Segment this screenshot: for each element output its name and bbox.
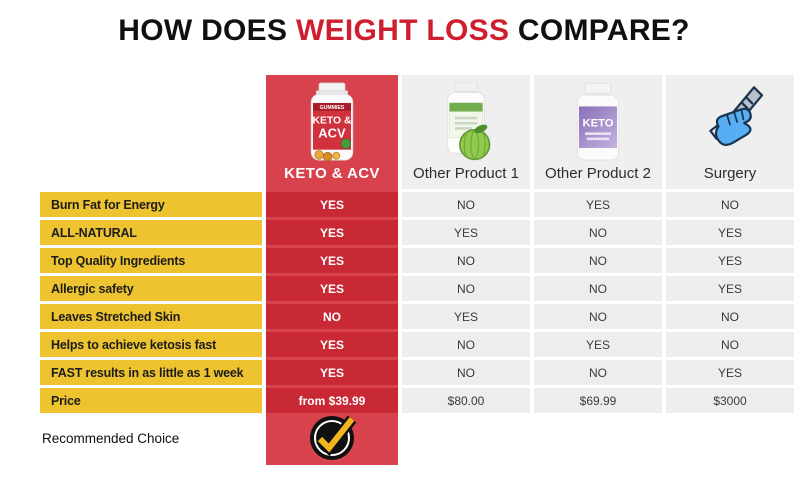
product-name-other-1: Other Product 1 [413, 165, 519, 182]
product-name-surgery: Surgery [703, 165, 757, 182]
value-cell: YES [266, 248, 398, 273]
title-highlight: WEIGHT LOSS [295, 14, 510, 47]
row-label: Burn Fat for Energy [40, 192, 262, 217]
recommended-choice-label: Recommended Choice [42, 431, 180, 446]
row-label: Top Quality Ingredients [40, 248, 262, 273]
title-prefix: HOW DOES [118, 14, 288, 47]
keto-acv-product-image: GUMMIES KETO & ACV [266, 80, 398, 162]
row-label: FAST results in as little as 1 week [40, 360, 262, 385]
value-cell: YES [266, 332, 398, 357]
keto-acv-bottle-icon: GUMMIES KETO & ACV [310, 82, 354, 162]
green-supplement-bottle-icon [447, 82, 491, 161]
recommended-check-icon [306, 411, 358, 463]
value-cell: NO [402, 192, 530, 217]
value-cell: NO [666, 304, 794, 329]
product-name-other-2: Other Product 2 [545, 165, 651, 182]
value-cell: NO [534, 360, 662, 385]
other-product-1-image [402, 80, 530, 162]
row-label: ALL-NATURAL [40, 220, 262, 245]
value-cell: YES [266, 276, 398, 301]
page-title: HOW DOES WEIGHT LOSS COMPARE? [0, 14, 808, 48]
value-cell: NO [666, 192, 794, 217]
value-cell: YES [666, 276, 794, 301]
bottle-keto-text: KETO & [313, 116, 352, 127]
value-cell: NO [534, 304, 662, 329]
other-product-2-image: KETO [534, 80, 662, 162]
value-cell: YES [266, 220, 398, 245]
value-column-other-1: NO YES NO NO YES NO NO $80.00 [402, 192, 530, 413]
purple-keto-bottle-icon: KETO [576, 82, 620, 161]
row-labels-column: Burn Fat for Energy ALL-NATURAL Top Qualit… [40, 192, 262, 413]
value-cell: YES [666, 248, 794, 273]
value-cell: YES [534, 192, 662, 217]
value-cell: $69.99 [534, 388, 662, 413]
row-label: Price [40, 388, 262, 413]
gold-checkmark-icon [310, 415, 357, 460]
bottle-keto2-text: KETO [582, 117, 613, 129]
value-cell: $3000 [666, 388, 794, 413]
value-cell: NO [534, 220, 662, 245]
value-cell: NO [666, 332, 794, 357]
value-cell: YES [266, 360, 398, 385]
value-cell: from $39.99 [266, 388, 398, 413]
value-cell: YES [402, 220, 530, 245]
value-cell: NO [402, 248, 530, 273]
row-label: Helps to achieve ketosis fast [40, 332, 262, 357]
value-cell: NO [402, 332, 530, 357]
value-cell: NO [402, 276, 530, 301]
value-cell: YES [666, 360, 794, 385]
value-cell: YES [534, 332, 662, 357]
value-column-keto-acv: YES YES YES YES NO YES YES from $39.99 [266, 192, 398, 413]
bottle-acv-text: ACV [318, 126, 346, 141]
value-cell: NO [266, 304, 398, 329]
value-cell: NO [534, 248, 662, 273]
surgery-image [666, 80, 794, 162]
row-label: Allergic safety [40, 276, 262, 301]
value-column-other-2: YES NO NO NO NO YES NO $69.99 [534, 192, 662, 413]
product-name-keto-acv: KETO & ACV [284, 165, 380, 182]
title-suffix: COMPARE? [517, 14, 690, 47]
value-cell: NO [534, 276, 662, 301]
value-cell: YES [666, 220, 794, 245]
bottle-band-text: GUMMIES [320, 105, 345, 111]
value-column-surgery: NO YES YES YES NO NO YES $3000 [666, 192, 794, 413]
scalpel-hand-icon [709, 86, 764, 146]
value-cell: YES [266, 192, 398, 217]
row-label: Leaves Stretched Skin [40, 304, 262, 329]
value-cell: YES [402, 304, 530, 329]
value-cell: $80.00 [402, 388, 530, 413]
value-cell: NO [402, 360, 530, 385]
